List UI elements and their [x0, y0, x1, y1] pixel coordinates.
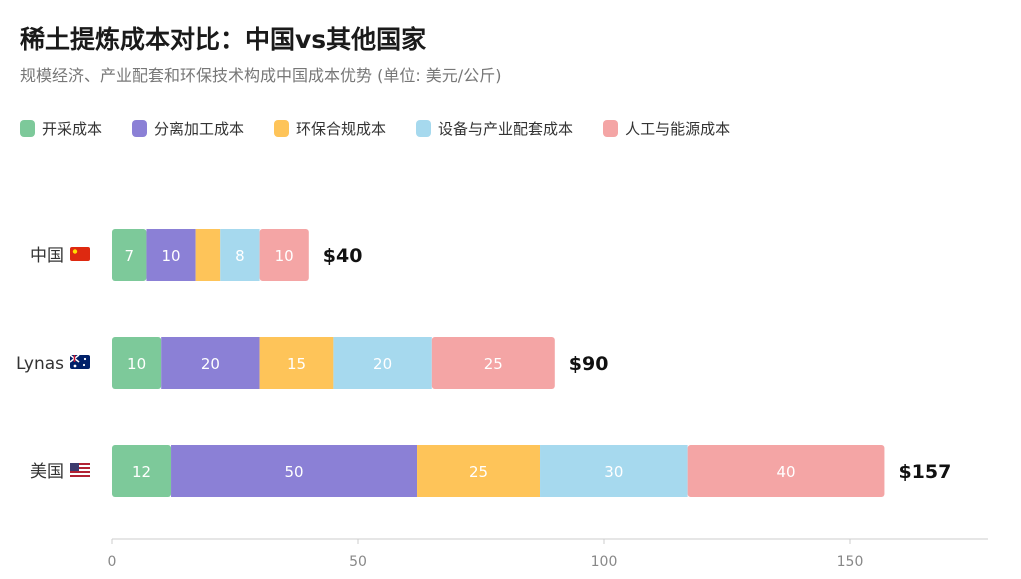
legend-item: 开采成本: [20, 118, 102, 139]
segment-value-label: 10: [161, 247, 180, 265]
flag-star: [82, 363, 86, 367]
legend-label: 开采成本: [42, 120, 103, 138]
bar-segment: [112, 445, 172, 497]
total-label: $157: [898, 461, 951, 483]
total-label: $40: [323, 245, 363, 267]
x-tick-label: 150: [837, 554, 864, 570]
bar-segment: [333, 337, 432, 389]
legend-label: 设备与产业配套成本: [438, 120, 574, 138]
bar-segment: [259, 229, 309, 281]
segment-value-label: 50: [284, 463, 303, 481]
segment-value-label: 10: [127, 355, 146, 373]
legend-label: 人工与能源成本: [625, 120, 731, 138]
category-label: 美国: [30, 462, 64, 482]
segment-value-label: 20: [201, 355, 220, 373]
bar-segment: [431, 337, 555, 389]
flag-canton: [70, 463, 79, 471]
bar-segment: [171, 445, 418, 497]
legend-item: 分离加工成本: [132, 118, 244, 139]
x-tick-label: 100: [591, 554, 618, 570]
flag-stripe: [70, 467, 90, 469]
china-flag-icon: [70, 247, 90, 261]
chart-subtitle: 规模经济、产业配套和环保技术构成中国成本优势 (单位: 美元/公斤): [20, 66, 502, 85]
bar-segment: [417, 445, 541, 497]
bar-segment: [112, 229, 147, 281]
segment-value-label: 8: [235, 247, 245, 265]
segment-value-label: 40: [776, 463, 795, 481]
segment-value-label: 12: [132, 463, 151, 481]
bar-segment: [161, 337, 260, 389]
total-label: $90: [569, 353, 609, 375]
category-label: Lynas: [16, 354, 64, 374]
legend-swatch: [132, 120, 148, 137]
segment-value-label: 20: [373, 355, 392, 373]
legend-item: 人工与能源成本: [603, 118, 730, 139]
legend-swatch: [274, 120, 290, 137]
segment-value-label: 30: [604, 463, 623, 481]
flag-star: [72, 249, 78, 254]
bar-segment: [540, 445, 688, 497]
chart-title: 稀土提炼成本对比：中国vs其他国家: [20, 25, 427, 54]
legend-label: 分离加工成本: [154, 120, 245, 138]
bar-segment: [220, 229, 260, 281]
legend-swatch: [416, 120, 432, 137]
legend-swatch: [603, 120, 619, 137]
flag-stripe: [70, 475, 90, 477]
bar-segment: [687, 445, 885, 497]
legend-swatch: [20, 120, 35, 137]
flag-stripe: [70, 471, 90, 473]
bar-segment: [259, 337, 334, 389]
segment-value-label: 15: [287, 355, 306, 373]
bar-segment: [112, 337, 162, 389]
x-tick-label: 0: [108, 554, 117, 570]
x-tick-label: 50: [349, 554, 367, 570]
legend-label: 环保合规成本: [296, 120, 387, 138]
segment-value-label: 25: [484, 355, 503, 373]
flag-stripe: [70, 463, 90, 465]
segment-value-label: 10: [275, 247, 294, 265]
category-label: 中国: [30, 246, 64, 266]
bar-segment: [146, 229, 196, 281]
legend-item: 设备与产业配套成本: [416, 118, 573, 139]
legend-item: 环保合规成本: [274, 118, 386, 139]
segment-value-label: 25: [469, 463, 488, 481]
legend: 开采成本 分离加工成本 环保合规成本 设备与产业配套成本 人工与能源成本: [20, 118, 730, 139]
flag-star: [83, 357, 87, 361]
flag-star: [73, 364, 77, 368]
bar-segment: [195, 229, 221, 281]
segment-value-label: 7: [124, 247, 134, 265]
